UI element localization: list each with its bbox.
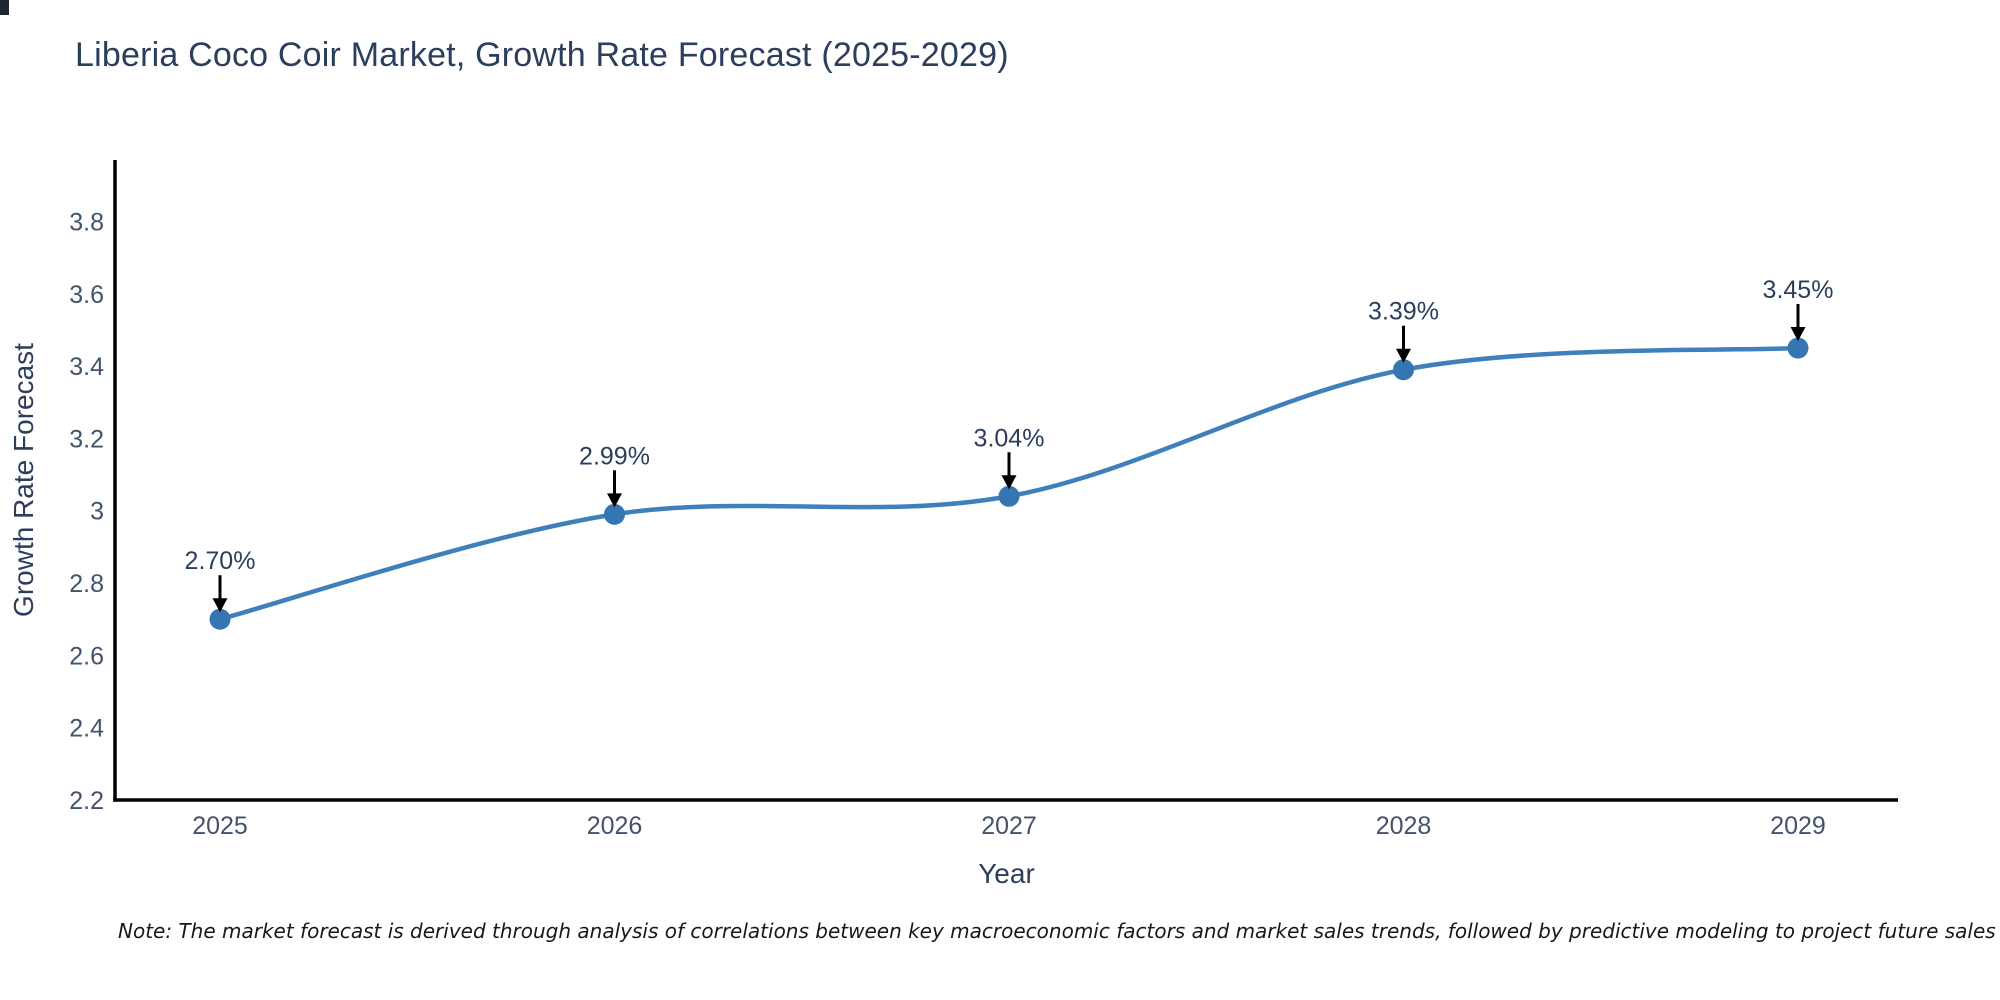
x-tick-label: 2029 — [1770, 812, 1826, 840]
footnote: Note: The market forecast is derived thr… — [118, 919, 1996, 943]
data-point-label: 2.70% — [185, 547, 256, 575]
data-point-marker — [1393, 359, 1414, 381]
data-point-marker — [1787, 337, 1809, 359]
data-point-label: 3.04% — [974, 424, 1045, 452]
y-tick-label: 3.6 — [69, 281, 104, 309]
y-tick-label: 3.4 — [69, 353, 104, 381]
annotation-arrowhead — [1790, 327, 1806, 342]
data-point-marker — [209, 608, 231, 630]
annotation-arrowhead — [607, 493, 622, 508]
data-point-label: 3.39% — [1368, 298, 1439, 326]
annotation-arrowhead — [1001, 475, 1017, 490]
chart-title: Liberia Coco Coir Market, Growth Rate Fo… — [75, 36, 1009, 74]
x-tick-label: 2027 — [981, 812, 1037, 840]
x-axis-title: Year — [978, 858, 1035, 889]
y-tick-label: 3.2 — [69, 425, 104, 453]
annotation-arrowhead — [212, 598, 228, 613]
y-tick-label: 2.4 — [69, 715, 104, 743]
y-tick-label: 2.6 — [69, 642, 104, 670]
data-point-label: 3.45% — [1763, 276, 1834, 304]
y-tick-label: 3.8 — [69, 208, 104, 236]
y-tick-label: 3 — [90, 498, 104, 526]
data-point-marker — [998, 485, 1020, 507]
screen-corner-artifact — [0, 0, 9, 15]
y-axis-title: Growth Rate Forecast — [8, 343, 39, 617]
data-point-label: 2.99% — [579, 442, 650, 470]
data-point-marker — [604, 503, 625, 525]
y-tick-label: 2.2 — [69, 787, 104, 815]
x-tick-label: 2025 — [192, 812, 248, 840]
x-tick-label: 2026 — [587, 812, 643, 840]
annotation-arrowhead — [1396, 348, 1411, 363]
y-tick-label: 2.8 — [69, 570, 104, 598]
x-tick-label: 2028 — [1376, 812, 1432, 840]
